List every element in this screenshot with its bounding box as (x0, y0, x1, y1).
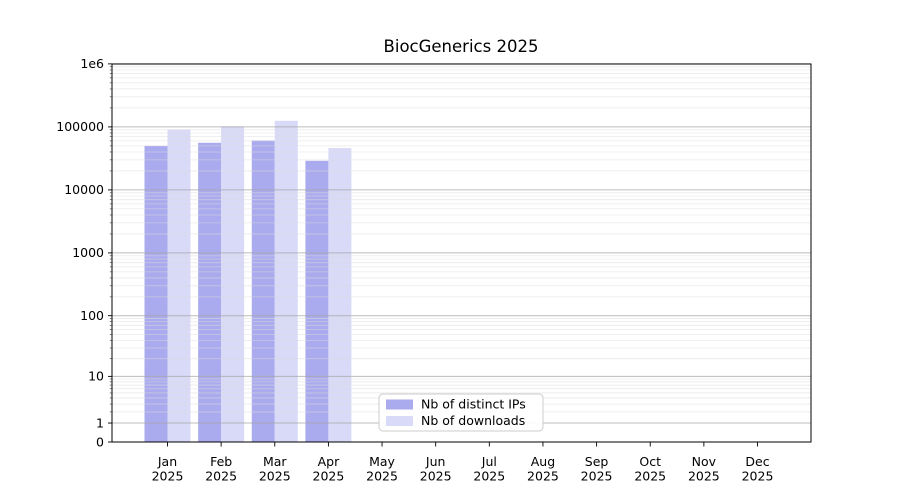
y-tick-label: 1000 (72, 245, 104, 260)
x-tick-label-year: 2025 (420, 469, 452, 484)
x-tick-label-year: 2025 (634, 469, 666, 484)
bar-nb-of-distinct-ips-mar (251, 140, 275, 442)
x-tick-label-year: 2025 (742, 469, 774, 484)
bar-nb-of-distinct-ips-feb (198, 142, 222, 442)
x-tick-label-year: 2025 (688, 469, 720, 484)
x-tick-label-month: Jan (157, 454, 177, 469)
y-tick-label: 0 (96, 434, 104, 449)
x-tick-label-month: Mar (263, 454, 287, 469)
minor-gridlines (112, 66, 811, 413)
x-axis-ticks: Jan2025Feb2025Mar2025Apr2025May2025Jun20… (152, 442, 774, 484)
y-axis-ticks: 0 1 10 100 1000 10000 100000 1e6 (56, 56, 112, 449)
x-tick-label-month: Oct (639, 454, 661, 469)
y-tick-label: 1e6 (80, 56, 104, 71)
y-tick-label: 100 (80, 308, 104, 323)
x-tick-label-month: Feb (210, 454, 232, 469)
x-tick-label-year: 2025 (313, 469, 345, 484)
x-tick-label-month: Sep (585, 454, 609, 469)
x-tick-label-year: 2025 (205, 469, 237, 484)
bars-layer (144, 120, 352, 443)
x-tick-label-year: 2025 (152, 469, 184, 484)
x-tick-label-year: 2025 (259, 469, 291, 484)
y-tick-label: 10000 (64, 182, 104, 197)
y-tick-label: 10 (88, 369, 104, 384)
y-tick-label: 100000 (56, 119, 104, 134)
bar-nb-of-distinct-ips-apr (305, 160, 329, 442)
bar-nb-of-downloads-feb (221, 126, 245, 442)
bar-nb-of-downloads-mar (274, 120, 298, 442)
legend-label-distinct-ips: Nb of distinct IPs (421, 397, 526, 412)
x-tick-label-month: Aug (531, 454, 555, 469)
legend-label-downloads: Nb of downloads (421, 413, 525, 428)
x-tick-label-month: Dec (745, 454, 769, 469)
legend-box (378, 393, 544, 432)
x-tick-label-year: 2025 (366, 469, 398, 484)
x-tick-label-month: Apr (318, 454, 340, 469)
x-tick-label-month: Jun (425, 454, 446, 469)
x-tick-label-month: Jul (481, 454, 497, 469)
x-tick-label-month: Nov (692, 454, 717, 469)
legend: Nb of distinct IPs Nb of downloads (378, 393, 544, 432)
x-tick-label-year: 2025 (473, 469, 505, 484)
bar-nb-of-distinct-ips-jan (144, 145, 168, 442)
legend-swatch-downloads (386, 416, 413, 426)
legend-swatch-distinct-ips (386, 399, 413, 410)
y-tick-label: 1 (96, 415, 104, 430)
x-tick-label-year: 2025 (527, 469, 559, 484)
x-tick-label-month: May (369, 454, 395, 469)
bar-nb-of-downloads-apr (328, 148, 352, 442)
x-tick-label-year: 2025 (581, 469, 613, 484)
chart-title: BiocGenerics 2025 (384, 37, 539, 56)
